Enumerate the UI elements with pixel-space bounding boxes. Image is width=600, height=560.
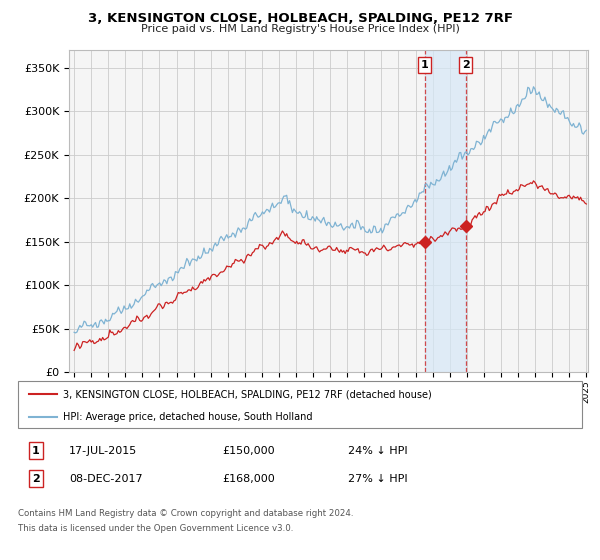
Bar	[425, 50, 466, 372]
Text: 2: 2	[462, 60, 469, 70]
Text: 2: 2	[32, 474, 40, 484]
Text: 17-JUL-2015: 17-JUL-2015	[69, 446, 137, 456]
Text: 24% ↓ HPI: 24% ↓ HPI	[348, 446, 407, 456]
Text: 3, KENSINGTON CLOSE, HOLBEACH, SPALDING, PE12 7RF: 3, KENSINGTON CLOSE, HOLBEACH, SPALDING,…	[88, 12, 512, 25]
Text: 27% ↓ HPI: 27% ↓ HPI	[348, 474, 407, 484]
Text: This data is licensed under the Open Government Licence v3.0.: This data is licensed under the Open Gov…	[18, 524, 293, 533]
Text: Contains HM Land Registry data © Crown copyright and database right 2024.: Contains HM Land Registry data © Crown c…	[18, 509, 353, 518]
Text: HPI: Average price, detached house, South Holland: HPI: Average price, detached house, Sout…	[63, 412, 313, 422]
Text: 08-DEC-2017: 08-DEC-2017	[69, 474, 143, 484]
FancyBboxPatch shape	[18, 381, 582, 428]
Text: Price paid vs. HM Land Registry's House Price Index (HPI): Price paid vs. HM Land Registry's House …	[140, 24, 460, 34]
Text: £150,000: £150,000	[222, 446, 275, 456]
Text: 3, KENSINGTON CLOSE, HOLBEACH, SPALDING, PE12 7RF (detached house): 3, KENSINGTON CLOSE, HOLBEACH, SPALDING,…	[63, 389, 432, 399]
Text: 1: 1	[32, 446, 40, 456]
Text: 1: 1	[421, 60, 428, 70]
Text: £168,000: £168,000	[222, 474, 275, 484]
